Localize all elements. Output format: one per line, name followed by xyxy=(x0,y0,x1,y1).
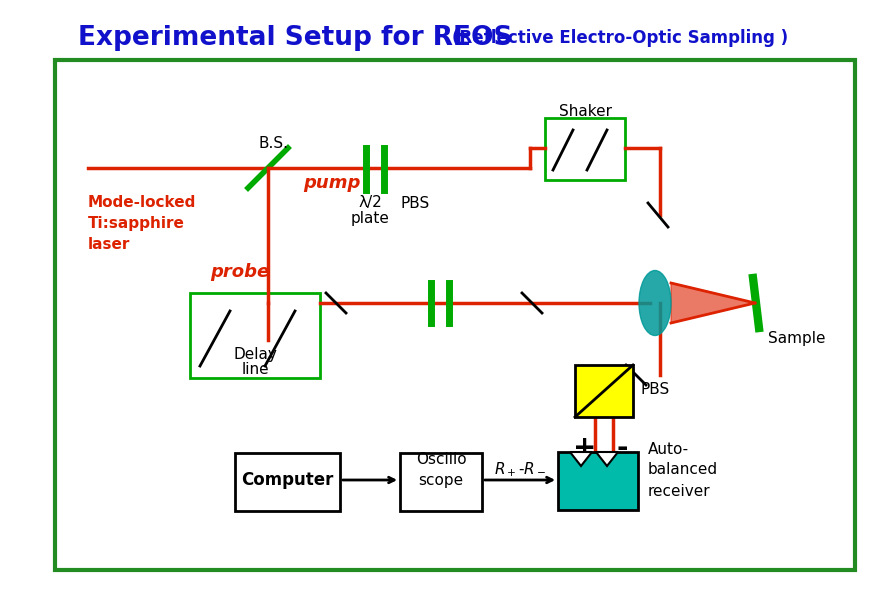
Bar xyxy=(558,452,638,510)
Bar xyxy=(235,453,340,511)
Bar xyxy=(545,118,625,180)
Text: λ/2: λ/2 xyxy=(358,196,382,211)
Text: Mode-locked
Ti:sapphire
laser: Mode-locked Ti:sapphire laser xyxy=(88,195,196,252)
Text: Computer: Computer xyxy=(241,471,333,489)
Polygon shape xyxy=(671,283,755,323)
Text: PBS: PBS xyxy=(640,382,670,397)
Text: pump: pump xyxy=(303,174,361,192)
Text: probe: probe xyxy=(210,263,270,281)
Bar xyxy=(400,453,482,511)
Text: PBS: PBS xyxy=(401,196,430,211)
Bar xyxy=(190,293,320,378)
Text: -: - xyxy=(616,434,628,462)
Text: B.S.: B.S. xyxy=(258,135,288,150)
Text: Delay: Delay xyxy=(233,347,277,362)
Polygon shape xyxy=(570,452,592,466)
Bar xyxy=(575,365,633,417)
Text: Oscillo
scope: Oscillo scope xyxy=(416,452,466,488)
Text: +: + xyxy=(574,434,596,462)
Polygon shape xyxy=(596,452,618,466)
Text: line: line xyxy=(241,362,269,377)
Text: plate: plate xyxy=(351,211,389,226)
Text: Shaker: Shaker xyxy=(559,105,611,120)
Text: Sample: Sample xyxy=(768,330,826,346)
Text: (Reflective Electro-Optic Sampling ): (Reflective Electro-Optic Sampling ) xyxy=(452,29,788,47)
Text: $R_+$-$R_-$: $R_+$-$R_-$ xyxy=(494,461,546,479)
Text: Auto-
balanced
receiver: Auto- balanced receiver xyxy=(648,441,718,498)
Bar xyxy=(55,60,855,570)
Ellipse shape xyxy=(639,270,671,335)
Text: Experimental Setup for REOS: Experimental Setup for REOS xyxy=(78,25,512,51)
